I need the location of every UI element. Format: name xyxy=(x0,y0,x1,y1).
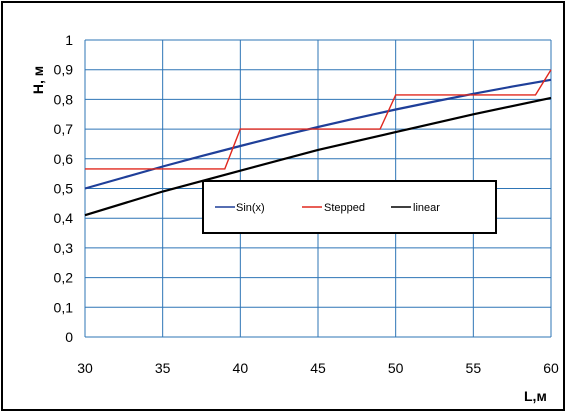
y-tick-label: 0,2 xyxy=(54,270,74,286)
x-axis-label: L,м xyxy=(524,388,547,404)
x-tick-label: 50 xyxy=(388,360,404,376)
y-tick-label: 0,8 xyxy=(54,91,74,107)
y-tick-label: 0,5 xyxy=(54,181,74,197)
legend-label: Sin(x) xyxy=(236,202,265,214)
legend-box xyxy=(202,180,497,234)
y-tick-label: 1 xyxy=(65,32,73,48)
y-tick-label: 0,7 xyxy=(54,121,74,137)
series-line-linear xyxy=(84,96,552,217)
series-line-stepped xyxy=(85,69,552,170)
legend: Sin(x) Stepped linear xyxy=(202,180,497,234)
series-group xyxy=(84,69,552,217)
ticks-group: 0 0,1 0,2 0,3 0,4 0,5 0,6 0,7 0,8 0,9 1 30 35 40 45 50 5… xyxy=(54,32,559,376)
y-tick-label: 0,4 xyxy=(54,210,74,226)
y-axis-label: H, м xyxy=(30,66,46,94)
series-line-sin-x xyxy=(84,78,552,190)
legend-label: linear xyxy=(413,202,440,214)
legend-label: Stepped xyxy=(324,202,365,214)
x-tick-label: 60 xyxy=(543,360,559,376)
y-tick-label: 0,1 xyxy=(54,299,74,315)
x-tick-label: 45 xyxy=(310,360,326,376)
x-tick-label: 30 xyxy=(77,360,93,376)
x-tick-label: 55 xyxy=(466,360,482,376)
x-tick-label: 35 xyxy=(155,360,171,376)
y-tick-label: 0,3 xyxy=(54,240,74,256)
y-tick-label: 0 xyxy=(65,329,73,345)
y-tick-label: 0,9 xyxy=(54,62,74,78)
x-tick-label: 40 xyxy=(233,360,249,376)
y-tick-label: 0,6 xyxy=(54,151,74,167)
